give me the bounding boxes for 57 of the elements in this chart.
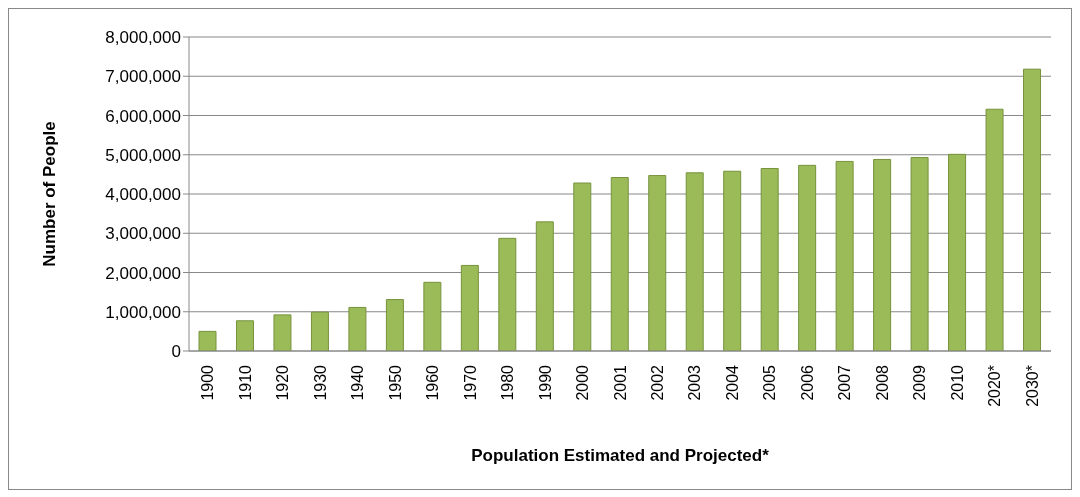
x-tick-label: 1910 <box>236 364 254 401</box>
x-tick-label: 2008 <box>873 364 891 401</box>
x-tick-label: 1900 <box>199 364 217 401</box>
bar <box>498 237 517 351</box>
bar <box>348 306 367 351</box>
x-tick-label: 2005 <box>761 364 779 401</box>
y-tick-label: 1,000,000 <box>105 302 181 322</box>
x-tick-label: 1930 <box>311 364 329 401</box>
bar <box>910 157 929 351</box>
bar <box>685 172 704 351</box>
x-tick-label: 2001 <box>611 364 629 401</box>
bar <box>235 320 254 351</box>
bar <box>385 299 404 351</box>
bar <box>985 108 1004 351</box>
bar <box>198 330 217 351</box>
bar <box>835 160 854 351</box>
x-tick-label: 2010 <box>948 364 966 401</box>
x-tick-label: 1990 <box>536 364 554 401</box>
x-tick-label: 2009 <box>911 364 929 401</box>
bar <box>535 221 554 351</box>
bar <box>423 281 442 351</box>
y-tick-label: 7,000,000 <box>105 67 181 87</box>
bar <box>610 177 629 351</box>
x-tick-label: 2004 <box>723 364 741 401</box>
y-tick-label: 8,000,000 <box>105 28 181 48</box>
x-tick-label: 2000 <box>574 364 592 401</box>
x-tick-label: 2007 <box>836 364 854 401</box>
bar <box>460 264 479 351</box>
x-tick-label: 1950 <box>386 364 404 401</box>
x-tick-label: 1960 <box>424 364 442 401</box>
bar <box>873 158 892 351</box>
bar <box>273 314 292 351</box>
x-tick-label: 2002 <box>648 364 666 401</box>
bar <box>948 153 967 351</box>
x-tick-label: 1940 <box>349 364 367 401</box>
x-tick-label: 1920 <box>274 364 292 401</box>
y-tick-label: 5,000,000 <box>105 145 181 165</box>
x-tick-label: 1970 <box>461 364 479 401</box>
bar <box>723 170 742 351</box>
y-tick-label: 6,000,000 <box>105 106 181 126</box>
x-axis-title: Population Estimated and Projected* <box>471 446 770 465</box>
x-tick-label: 1980 <box>499 364 517 401</box>
bar <box>648 175 667 351</box>
y-tick-label: 3,000,000 <box>105 224 181 244</box>
x-tick-label: 2003 <box>686 364 704 401</box>
y-axis-title: Number of People <box>40 121 60 267</box>
bar <box>1023 68 1042 351</box>
bar <box>573 182 592 351</box>
y-tick-label: 0 <box>171 342 181 362</box>
y-tick-label: 4,000,000 <box>105 185 181 205</box>
x-tick-label: 2006 <box>798 364 816 401</box>
y-tick-label: 2,000,000 <box>105 263 181 283</box>
x-tick-label: 2020* <box>986 365 1004 407</box>
bar <box>760 167 779 351</box>
x-tick-label: 2030* <box>1023 365 1041 407</box>
bar <box>798 164 817 351</box>
bar <box>310 311 329 351</box>
